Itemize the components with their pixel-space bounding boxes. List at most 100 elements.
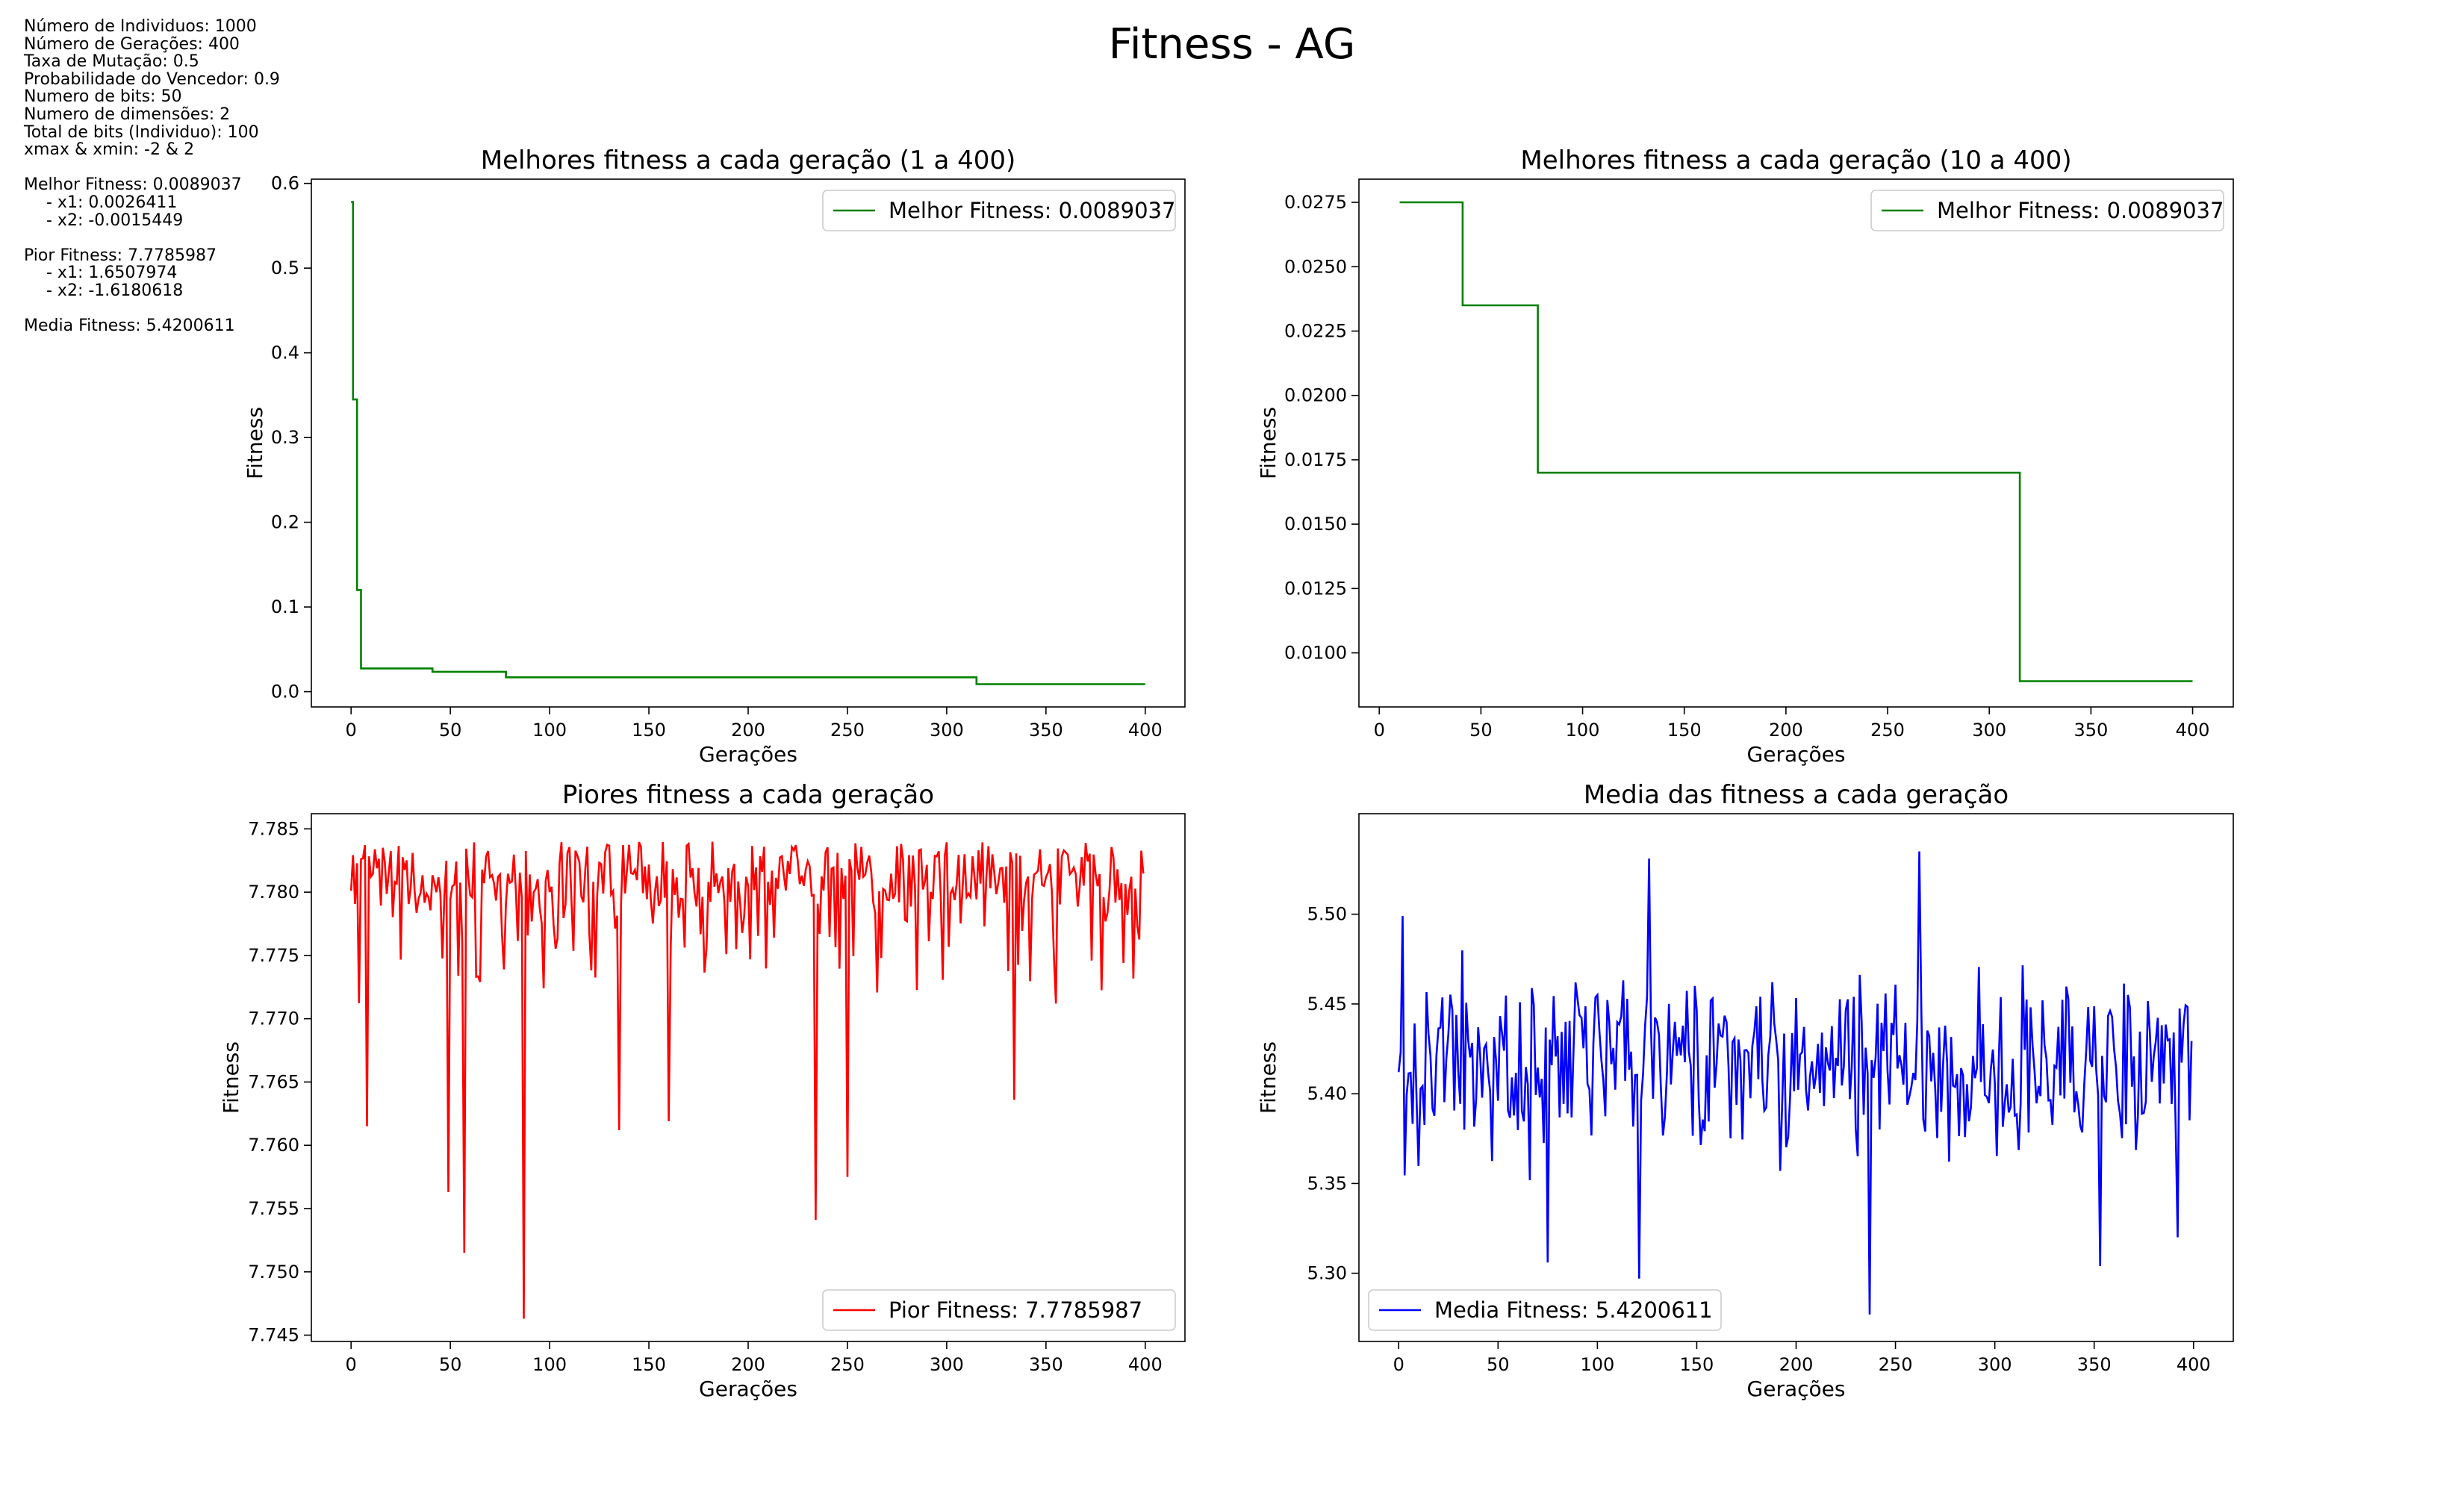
x-tick-label: 250 bbox=[1879, 1354, 1913, 1375]
legend-box bbox=[822, 1289, 1176, 1331]
y-tick-label: 0.0275 bbox=[1284, 192, 1347, 213]
x-axis-label: Gerações bbox=[1747, 742, 1846, 767]
x-tick-label: 100 bbox=[1566, 720, 1600, 741]
y-tick-label: 0.1 bbox=[271, 596, 299, 617]
x-tick-label: 300 bbox=[1972, 720, 2006, 741]
y-tick-label: 5.40 bbox=[1307, 1083, 1347, 1104]
x-tick-label: 150 bbox=[1667, 720, 1702, 741]
x-tick-label: 50 bbox=[1487, 1354, 1510, 1375]
y-tick-label: 0.2 bbox=[271, 512, 299, 533]
x-tick-label: 350 bbox=[2073, 720, 2108, 741]
y-tick-label: 5.30 bbox=[1307, 1263, 1347, 1284]
info-line: Taxa de Mutação: 0.5 bbox=[24, 52, 199, 72]
y-tick-label: 0.0150 bbox=[1284, 514, 1347, 534]
parameters-info-block: Número de Individuos: 1000 Número de Gera… bbox=[24, 18, 280, 335]
x-tick-label: 0 bbox=[346, 720, 357, 741]
legend-entry: Melhor Fitness: 0.0089037 bbox=[1937, 198, 2224, 223]
x-tick-label: 200 bbox=[731, 1354, 765, 1375]
x-axis-label: Gerações bbox=[699, 1377, 797, 1401]
info-line: Numero de dimensões: 2 bbox=[24, 105, 231, 124]
legend-entry: Pior Fitness: 7.7785987 bbox=[889, 1297, 1142, 1323]
series-line bbox=[1397, 851, 2193, 1315]
x-tick-label: 150 bbox=[632, 1354, 666, 1375]
series-line bbox=[351, 201, 1145, 685]
y-tick-label: 0.3 bbox=[271, 427, 299, 448]
info-line: Melhor Fitness: 0.0089037 bbox=[24, 175, 242, 195]
x-tick-label: 100 bbox=[532, 1354, 567, 1375]
info-line: Media Fitness: 5.4200611 bbox=[24, 317, 235, 336]
x-tick-label: 200 bbox=[731, 720, 765, 741]
info-line: - x1: 1.6507974 bbox=[46, 264, 178, 283]
x-tick-label: 350 bbox=[1029, 720, 1063, 741]
y-tick-label: 7.785 bbox=[248, 818, 299, 839]
x-tick-label: 150 bbox=[632, 720, 666, 741]
x-tick-label: 200 bbox=[1779, 1354, 1814, 1375]
x-tick-label: 100 bbox=[1580, 1354, 1614, 1375]
legend: Melhor Fitness: 0.0089037 bbox=[1870, 190, 2224, 231]
x-tick-label: 100 bbox=[532, 720, 567, 741]
x-tick-label: 50 bbox=[439, 1354, 462, 1375]
plot-title: Melhores fitness a cada geração (10 a 40… bbox=[1520, 146, 2071, 175]
y-tick-label: 7.770 bbox=[248, 1009, 299, 1029]
x-tick-label: 300 bbox=[930, 1354, 964, 1375]
legend: Pior Fitness: 7.7785987 bbox=[822, 1289, 1176, 1331]
x-tick-label: 400 bbox=[1128, 1354, 1163, 1375]
y-tick-label: 7.750 bbox=[248, 1262, 299, 1282]
legend-entry: Melhor Fitness: 0.0089037 bbox=[889, 198, 1175, 223]
x-tick-label: 400 bbox=[2176, 720, 2210, 741]
x-tick-label: 300 bbox=[1978, 1354, 2012, 1375]
info-line: xmax & xmin: -2 & 2 bbox=[24, 140, 195, 160]
x-tick-label: 250 bbox=[830, 1354, 865, 1375]
legend: Media Fitness: 5.4200611 bbox=[1368, 1289, 1722, 1331]
info-line: - x1: 0.0026411 bbox=[46, 193, 178, 212]
x-tick-label: 0 bbox=[346, 1354, 357, 1375]
x-tick-label: 0 bbox=[1393, 1354, 1404, 1375]
x-tick-label: 150 bbox=[1680, 1354, 1714, 1375]
x-tick-label: 50 bbox=[439, 720, 462, 741]
y-axis-label: Fitness bbox=[1256, 407, 1281, 479]
y-tick-label: 7.745 bbox=[248, 1325, 299, 1346]
info-line: - x2: -0.0015449 bbox=[46, 211, 184, 230]
y-tick-label: 0.0175 bbox=[1284, 449, 1347, 470]
x-tick-label: 350 bbox=[1029, 1354, 1063, 1375]
plot-title: Media das fitness a cada geração bbox=[1584, 780, 2009, 810]
y-tick-label: 5.45 bbox=[1307, 994, 1347, 1014]
y-tick-label: 7.755 bbox=[248, 1198, 299, 1219]
x-tick-label: 200 bbox=[1769, 720, 1803, 741]
legend-box bbox=[1368, 1289, 1722, 1331]
info-line: Número de Individuos: 1000 bbox=[24, 17, 257, 36]
plot-title: Melhores fitness a cada geração (1 a 400… bbox=[481, 146, 1016, 175]
info-line: Total de bits (Individuo): 100 bbox=[24, 122, 259, 142]
y-tick-label: 7.775 bbox=[248, 945, 299, 966]
axes-frame bbox=[1358, 178, 2234, 708]
x-tick-label: 400 bbox=[1128, 720, 1163, 741]
info-line: - x2: -1.6180618 bbox=[46, 281, 184, 300]
y-tick-label: 0.0100 bbox=[1284, 643, 1347, 664]
x-tick-label: 250 bbox=[830, 720, 865, 741]
y-tick-label: 5.50 bbox=[1307, 904, 1347, 925]
x-tick-label: 350 bbox=[2077, 1354, 2112, 1375]
x-tick-label: 0 bbox=[1374, 720, 1385, 741]
info-line: Número de Gerações: 400 bbox=[24, 34, 240, 54]
x-tick-label: 50 bbox=[1469, 720, 1493, 741]
y-tick-label: 0.4 bbox=[271, 343, 299, 364]
series-line bbox=[349, 841, 1145, 1319]
info-line: Numero de bits: 50 bbox=[24, 87, 182, 107]
legend: Melhor Fitness: 0.0089037 bbox=[822, 190, 1176, 231]
y-axis-label: Fitness bbox=[243, 407, 267, 479]
plot-title: Piores fitness a cada geração bbox=[562, 780, 934, 810]
x-tick-label: 300 bbox=[930, 720, 964, 741]
figure-title: Fitness - AG bbox=[1108, 20, 1356, 69]
legend-box bbox=[822, 190, 1176, 231]
y-tick-label: 7.765 bbox=[248, 1071, 299, 1092]
legend-entry: Media Fitness: 5.4200611 bbox=[1434, 1297, 1713, 1323]
y-tick-label: 0.0 bbox=[271, 682, 299, 702]
info-line: Pior Fitness: 7.7785987 bbox=[24, 246, 217, 265]
series-line bbox=[1399, 201, 2193, 682]
y-tick-label: 0.0125 bbox=[1284, 578, 1347, 599]
info-line: Probabilidade do Vencedor: 0.9 bbox=[24, 69, 280, 89]
